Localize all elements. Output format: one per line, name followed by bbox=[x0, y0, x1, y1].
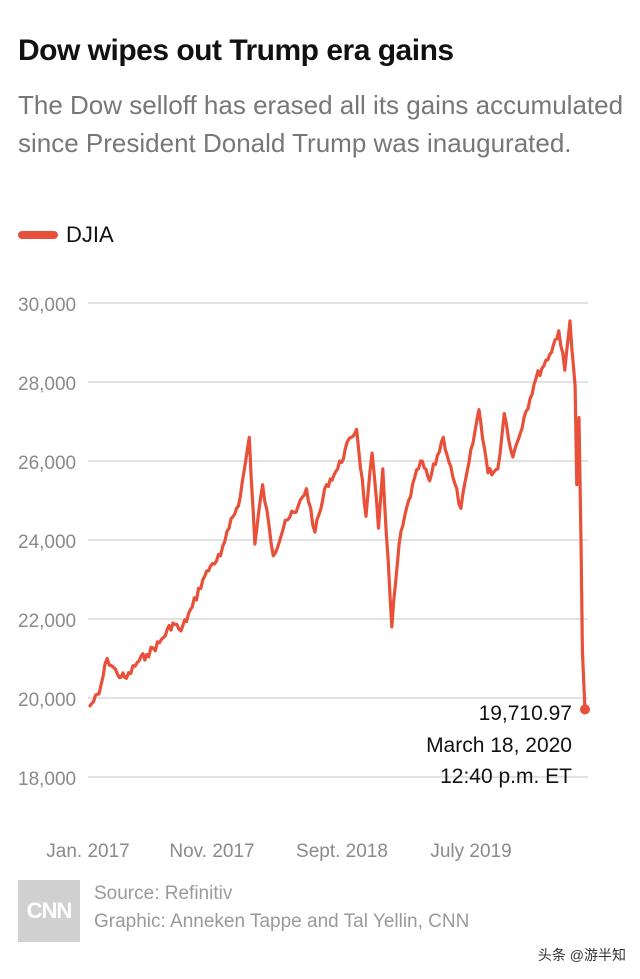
y-tick-label: 24,000 bbox=[18, 532, 76, 553]
djia-line-chart: 30,000 28,000 26,000 24,000 22,000 20,000 18,0… bbox=[18, 295, 590, 862]
y-tick-label: 26,000 bbox=[18, 453, 76, 474]
y-tick-label: 18,000 bbox=[18, 769, 76, 790]
y-tick-label: 30,000 bbox=[18, 295, 76, 316]
y-tick-label: 20,000 bbox=[18, 690, 76, 711]
legend-label-djia: DJIA bbox=[66, 222, 114, 247]
x-tick-label: Jan. 2017 bbox=[46, 841, 129, 862]
djia-series-line bbox=[88, 319, 587, 711]
annotation-time: 12:40 p.m. ET bbox=[440, 765, 572, 788]
source-text: Source: Refinitiv bbox=[94, 883, 233, 904]
x-tick-label: Nov. 2017 bbox=[169, 841, 254, 862]
graphic-credit: Graphic: Anneken Tappe and Tal Yellin, C… bbox=[94, 911, 470, 932]
footer: CNN Source: Refinitiv Graphic: Anneken T… bbox=[18, 880, 628, 950]
end-point-marker bbox=[580, 704, 590, 715]
x-tick-label: Sept. 2018 bbox=[296, 841, 388, 862]
annotation-date: March 18, 2020 bbox=[426, 734, 572, 757]
legend-swatch bbox=[18, 231, 58, 239]
annotation-value: 19,710.97 bbox=[479, 702, 572, 725]
y-tick-label: 22,000 bbox=[18, 611, 76, 632]
y-tick-label: 28,000 bbox=[18, 374, 76, 395]
cnn-logo: CNN bbox=[18, 880, 80, 942]
legend: DJIA bbox=[18, 222, 114, 248]
chart-title: Dow wipes out Trump era gains bbox=[18, 34, 454, 67]
x-tick-label: July 2019 bbox=[430, 841, 511, 862]
watermark: 头条 @游半知 bbox=[537, 947, 626, 963]
source-credits: Source: Refinitiv Graphic: Anneken Tappe… bbox=[94, 880, 469, 936]
chart-subtitle: The Dow selloff has erased all its gains… bbox=[18, 90, 624, 158]
